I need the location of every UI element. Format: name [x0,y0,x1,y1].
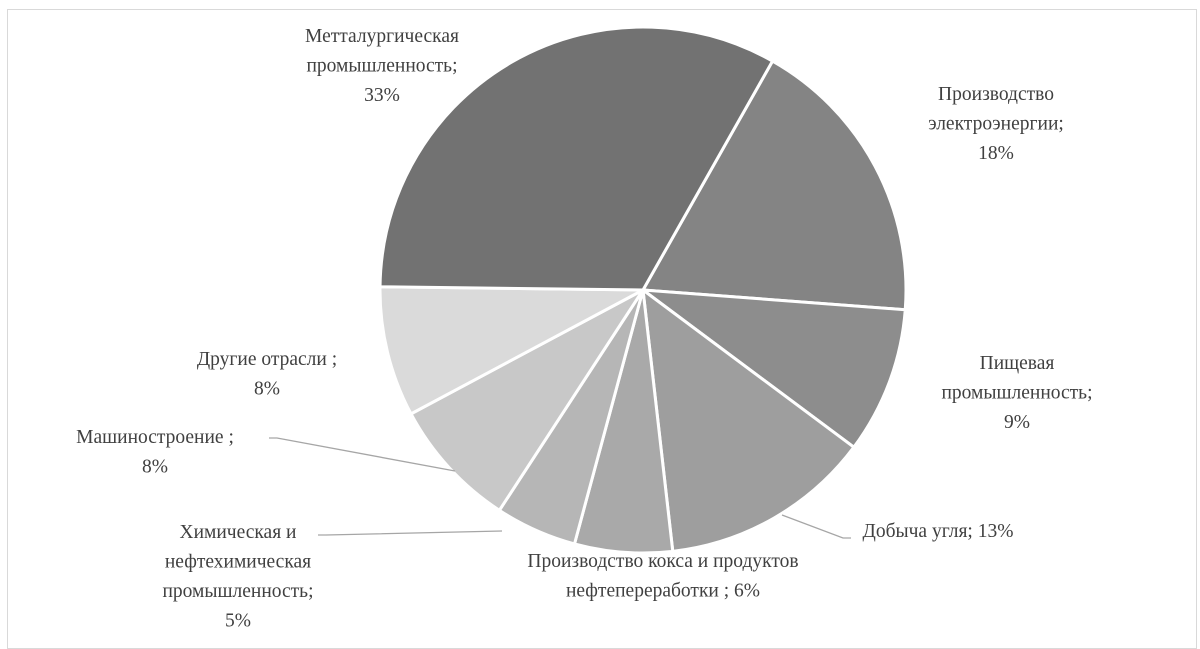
slice-label-line: нефтехимическая [165,552,311,573]
slice-label-line: промышленность; [306,56,457,77]
slices-layer [378,25,908,555]
slice-label-4: Химическая и нефтехимическая промышленност… [162,522,313,632]
pie-slice-1 [637,288,907,450]
leader-line-4 [318,530,503,536]
pie-slice-0 [640,59,908,312]
slice-label-line: Добыча угля; 13% [863,521,1014,542]
leader-line-2 [781,514,851,539]
pie-slice-7 [378,25,775,292]
slice-label-3: Производство кокса и продуктов нефтеперер… [527,551,798,602]
slice-label-2: Добыча угля; 13% [863,521,1014,542]
slice-label-line: нефтепереработки ; 6% [566,581,760,602]
pie-chart: Производство электроэнергии; 18% Пищевая про… [76,25,1093,632]
slice-label-line: Метталургическая [305,26,459,47]
slice-label-line: Машиностроение ; [76,427,234,448]
pie-slice-5 [408,288,645,513]
slice-label-line: Химическая и [179,522,296,543]
slice-label-line: 18% [978,143,1014,164]
slice-label-line: 8% [254,379,280,400]
slice-label-line: Производство кокса и продуктов [527,551,798,572]
labels-layer: Производство электроэнергии; 18% Пищевая про… [76,26,1092,632]
slice-label-0: Производство электроэнергии; 18% [928,84,1064,164]
leaders-layer [269,437,851,539]
slice-label-line: промышленность; [941,383,1092,404]
slice-label-1: Пищевая промышленность; 9% [941,353,1092,433]
leader-line-5 [269,437,456,472]
slice-label-line: Другие отрасли ; [197,349,337,370]
pie-slice-6 [378,285,644,416]
slice-label-line: 9% [1004,412,1030,433]
pie-slice-2 [641,286,856,553]
slice-label-line: 33% [364,85,400,106]
slice-label-line: 8% [142,457,168,478]
slice-label-line: электроэнергии; [928,114,1064,135]
slice-label-line: 5% [225,611,251,632]
slice-label-6: Другие отрасли ; 8% [197,349,337,400]
slice-label-5: Машиностроение ; 8% [76,427,234,478]
slice-label-line: Производство [938,84,1054,105]
slice-label-line: промышленность; [162,581,313,602]
slice-label-line: Пищевая [980,353,1055,374]
slice-label-7: Метталургическая промышленность; 33% [305,26,459,106]
